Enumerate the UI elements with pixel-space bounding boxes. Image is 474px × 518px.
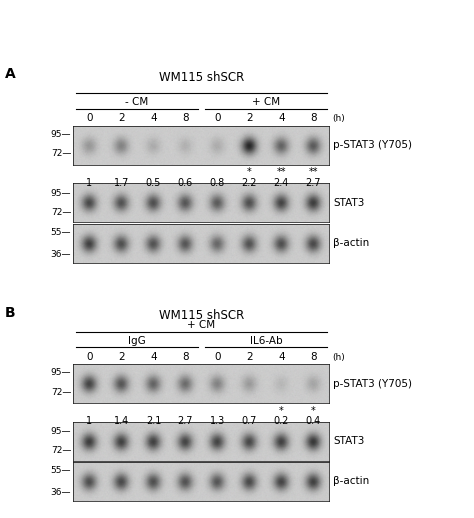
Text: β-actin: β-actin [333, 477, 369, 486]
Text: 2.2: 2.2 [242, 178, 257, 188]
Text: STAT3: STAT3 [333, 436, 365, 446]
Text: 36—: 36— [51, 250, 71, 258]
Text: 2: 2 [246, 352, 253, 362]
Text: 0.8: 0.8 [210, 178, 225, 188]
Text: 0.7: 0.7 [242, 416, 257, 426]
Text: IL6-Ab: IL6-Ab [250, 336, 283, 346]
Text: WM115 shSCR: WM115 shSCR [159, 309, 244, 322]
Text: *: * [311, 406, 316, 415]
Text: 0.6: 0.6 [178, 178, 193, 188]
Text: A: A [5, 67, 16, 81]
Text: 2.4: 2.4 [274, 178, 289, 188]
Text: 2.1: 2.1 [146, 416, 161, 426]
Text: 95—: 95— [51, 427, 71, 436]
Text: *: * [247, 167, 252, 177]
Text: p-STAT3 (Y705): p-STAT3 (Y705) [333, 140, 412, 150]
Text: + CM: + CM [252, 97, 280, 107]
Text: 72—: 72— [51, 387, 71, 397]
Text: 95—: 95— [51, 130, 71, 139]
Text: 2: 2 [246, 113, 253, 123]
Text: 1.3: 1.3 [210, 416, 225, 426]
Text: 8: 8 [182, 113, 189, 123]
Text: IgG: IgG [128, 336, 146, 346]
Text: 2.7: 2.7 [306, 178, 321, 188]
Text: 4: 4 [278, 352, 285, 362]
Text: 72—: 72— [51, 447, 71, 455]
Text: 1: 1 [86, 416, 92, 426]
Text: 8: 8 [310, 352, 317, 362]
Text: 1.4: 1.4 [114, 416, 129, 426]
Text: 36—: 36— [51, 488, 71, 497]
Text: 0: 0 [86, 352, 93, 362]
Text: 0.5: 0.5 [146, 178, 161, 188]
Text: 4: 4 [150, 113, 157, 123]
Text: (h): (h) [332, 114, 345, 123]
Text: β-actin: β-actin [333, 238, 369, 248]
Text: 1.7: 1.7 [114, 178, 129, 188]
Text: 8: 8 [182, 352, 189, 362]
Text: STAT3: STAT3 [333, 198, 365, 208]
Text: 95—: 95— [51, 368, 71, 377]
Text: 0: 0 [214, 352, 221, 362]
Text: + CM: + CM [187, 320, 216, 330]
Text: 55—: 55— [51, 228, 71, 237]
Text: 72—: 72— [51, 149, 71, 159]
Text: 4: 4 [150, 352, 157, 362]
Text: WM115 shSCR: WM115 shSCR [159, 71, 244, 84]
Text: B: B [5, 306, 15, 320]
Text: 2: 2 [118, 352, 125, 362]
Text: 0.2: 0.2 [274, 416, 289, 426]
Text: 72—: 72— [51, 208, 71, 217]
Text: 0.4: 0.4 [306, 416, 321, 426]
Text: **: ** [309, 167, 318, 177]
Text: 55—: 55— [51, 466, 71, 475]
Text: 1: 1 [86, 178, 92, 188]
Text: *: * [279, 406, 284, 415]
Text: 2.7: 2.7 [178, 416, 193, 426]
Text: 4: 4 [278, 113, 285, 123]
Text: (h): (h) [332, 353, 345, 362]
Text: 2: 2 [118, 113, 125, 123]
Text: 0: 0 [86, 113, 93, 123]
Text: 95—: 95— [51, 189, 71, 197]
Text: 0: 0 [214, 113, 221, 123]
Text: **: ** [277, 167, 286, 177]
Text: - CM: - CM [125, 97, 148, 107]
Text: 8: 8 [310, 113, 317, 123]
Text: p-STAT3 (Y705): p-STAT3 (Y705) [333, 379, 412, 388]
